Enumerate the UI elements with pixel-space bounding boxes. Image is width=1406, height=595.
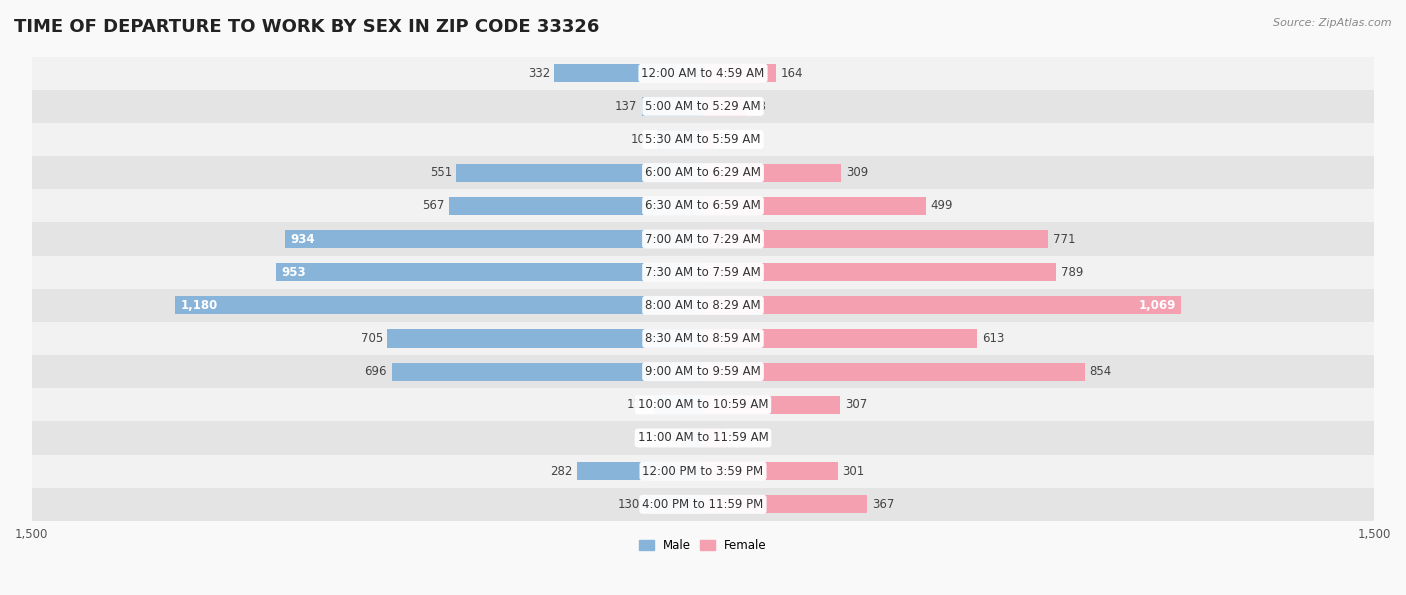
- Bar: [32, 256, 1374, 289]
- Bar: [654, 396, 703, 414]
- Bar: [32, 223, 1374, 256]
- Text: 367: 367: [872, 498, 894, 511]
- Bar: [32, 57, 1374, 90]
- Text: 696: 696: [364, 365, 387, 378]
- Text: 789: 789: [1060, 266, 1083, 278]
- Text: 11:00 AM to 11:59 AM: 11:00 AM to 11:59 AM: [638, 431, 768, 444]
- Bar: [32, 189, 1374, 223]
- Text: 164: 164: [780, 67, 803, 80]
- Text: 499: 499: [931, 199, 953, 212]
- Text: 8:30 AM to 8:59 AM: 8:30 AM to 8:59 AM: [645, 332, 761, 345]
- Bar: [32, 123, 1374, 156]
- Text: 130: 130: [619, 498, 640, 511]
- Text: 1,069: 1,069: [1139, 299, 1175, 312]
- Bar: [32, 421, 1374, 455]
- Bar: [703, 296, 1181, 314]
- Bar: [388, 330, 703, 347]
- Bar: [703, 130, 714, 149]
- Bar: [703, 263, 1056, 281]
- Text: 4:00 PM to 11:59 PM: 4:00 PM to 11:59 PM: [643, 498, 763, 511]
- Bar: [457, 164, 703, 182]
- Bar: [391, 362, 703, 381]
- Text: 24: 24: [718, 133, 733, 146]
- Text: 567: 567: [422, 199, 444, 212]
- Bar: [703, 396, 841, 414]
- Text: 6:30 AM to 6:59 AM: 6:30 AM to 6:59 AM: [645, 199, 761, 212]
- Text: 9:00 AM to 9:59 AM: 9:00 AM to 9:59 AM: [645, 365, 761, 378]
- Text: 1,180: 1,180: [180, 299, 218, 312]
- Bar: [703, 495, 868, 513]
- Bar: [645, 495, 703, 513]
- Text: 7:30 AM to 7:59 AM: 7:30 AM to 7:59 AM: [645, 266, 761, 278]
- Text: 301: 301: [842, 465, 865, 478]
- Text: 8:00 AM to 8:29 AM: 8:00 AM to 8:29 AM: [645, 299, 761, 312]
- Bar: [285, 230, 703, 248]
- Bar: [174, 296, 703, 314]
- Text: 110: 110: [627, 398, 650, 411]
- Bar: [703, 429, 725, 447]
- Bar: [32, 355, 1374, 388]
- Bar: [681, 429, 703, 447]
- Bar: [32, 156, 1374, 189]
- Text: 953: 953: [281, 266, 307, 278]
- Text: 282: 282: [550, 465, 572, 478]
- Text: 137: 137: [614, 100, 637, 113]
- Text: 102: 102: [630, 133, 652, 146]
- Text: 7:00 AM to 7:29 AM: 7:00 AM to 7:29 AM: [645, 233, 761, 246]
- Text: 613: 613: [981, 332, 1004, 345]
- Text: 51: 51: [730, 431, 745, 444]
- Text: 50: 50: [661, 431, 676, 444]
- Bar: [703, 362, 1085, 381]
- Bar: [703, 64, 776, 82]
- Bar: [703, 462, 838, 480]
- Text: TIME OF DEPARTURE TO WORK BY SEX IN ZIP CODE 33326: TIME OF DEPARTURE TO WORK BY SEX IN ZIP …: [14, 18, 599, 36]
- Text: 5:30 AM to 5:59 AM: 5:30 AM to 5:59 AM: [645, 133, 761, 146]
- Text: 309: 309: [846, 166, 868, 179]
- Bar: [32, 455, 1374, 488]
- Bar: [703, 97, 747, 115]
- Text: 6:00 AM to 6:29 AM: 6:00 AM to 6:29 AM: [645, 166, 761, 179]
- Bar: [32, 289, 1374, 322]
- Bar: [32, 322, 1374, 355]
- Bar: [277, 263, 703, 281]
- Text: 771: 771: [1053, 233, 1076, 246]
- Text: 307: 307: [845, 398, 868, 411]
- Text: 705: 705: [361, 332, 382, 345]
- Bar: [554, 64, 703, 82]
- Text: 934: 934: [291, 233, 315, 246]
- Text: 12:00 PM to 3:59 PM: 12:00 PM to 3:59 PM: [643, 465, 763, 478]
- Bar: [703, 197, 927, 215]
- Bar: [32, 388, 1374, 421]
- Legend: Male, Female: Male, Female: [634, 534, 772, 557]
- Text: 5:00 AM to 5:29 AM: 5:00 AM to 5:29 AM: [645, 100, 761, 113]
- Text: 551: 551: [430, 166, 451, 179]
- Bar: [658, 130, 703, 149]
- Text: 12:00 AM to 4:59 AM: 12:00 AM to 4:59 AM: [641, 67, 765, 80]
- Bar: [703, 330, 977, 347]
- Bar: [32, 90, 1374, 123]
- Text: 98: 98: [751, 100, 766, 113]
- Bar: [576, 462, 703, 480]
- Bar: [32, 488, 1374, 521]
- Bar: [641, 97, 703, 115]
- Bar: [450, 197, 703, 215]
- Bar: [703, 164, 841, 182]
- Bar: [703, 230, 1047, 248]
- Text: 10:00 AM to 10:59 AM: 10:00 AM to 10:59 AM: [638, 398, 768, 411]
- Text: 332: 332: [527, 67, 550, 80]
- Text: 854: 854: [1090, 365, 1112, 378]
- Text: Source: ZipAtlas.com: Source: ZipAtlas.com: [1274, 18, 1392, 28]
